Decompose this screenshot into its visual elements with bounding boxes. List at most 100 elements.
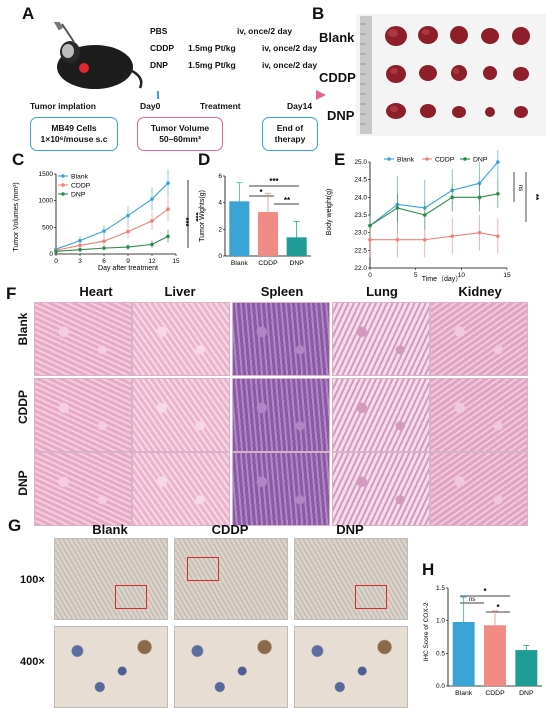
e-series-blank <box>369 161 499 227</box>
volume-box-line2: 50–60mm³ <box>159 134 201 144</box>
c-point-dnp-5 <box>166 234 170 239</box>
c-legend-cddp: CDDP <box>71 182 91 189</box>
histology-heart-dnp <box>34 452 132 526</box>
c-point-dnp-3 <box>126 245 130 249</box>
panel-a-label: A <box>22 4 35 23</box>
histology-kidney-blank <box>430 302 528 376</box>
panel-b-label: B <box>312 4 325 23</box>
e-xtick-2: 10 <box>458 272 466 279</box>
e-point-cddp-2 <box>423 237 427 242</box>
histology-lung-cddp <box>332 378 430 452</box>
timeline-day14: Day14 <box>287 101 313 111</box>
ihc-score-chart: IHC Score of COX-2 * ns * 0.0 0.5 1.0 1.5 Bl… <box>423 585 542 697</box>
d-ytick-1: 2 <box>218 226 222 233</box>
cells-box: MB49 Cells 1×10⁶/mouse s.c <box>30 117 118 151</box>
ihc-400x-cddp <box>174 626 288 708</box>
ihc-100x-dnp <box>294 538 408 620</box>
e-legend-cddp: CDDP <box>435 156 455 163</box>
h-sig1: * <box>483 587 487 596</box>
timeline-arrow <box>20 90 326 100</box>
timeline-treatment: Treatment <box>200 101 241 111</box>
histology-liver-dnp <box>132 452 230 526</box>
end-box-line1: End of <box>276 123 304 134</box>
c-point-cddp-5 <box>166 207 170 211</box>
e-xtick-3: 15 <box>503 272 511 279</box>
timeline-day0: Day0 <box>140 101 161 111</box>
c-point-dnp-1 <box>78 247 82 252</box>
e-point-cddp-4 <box>477 230 482 235</box>
g-col-blank: Blank <box>92 522 128 537</box>
e-legend-blank: Blank <box>397 156 415 163</box>
c-point-dnp-0 <box>54 249 58 254</box>
h-ylabel: IHC Score of COX-2 <box>423 602 430 661</box>
histology-lung-blank <box>332 302 430 376</box>
histology-lung-dnp <box>332 452 430 526</box>
f-col-heart: Heart <box>79 284 113 299</box>
tumor-mark <box>79 63 89 73</box>
e-ytick-5: 24.5 <box>354 177 367 184</box>
histology-spleen-dnp <box>232 452 330 526</box>
c-legend-blank: Blank <box>71 173 89 180</box>
c-point-blank-2 <box>102 229 106 233</box>
f-row-cddp: CDDP <box>16 390 30 425</box>
c-ytick-1: 500 <box>42 224 53 231</box>
ihc-100x-blank <box>54 538 168 620</box>
mouse-illustration <box>53 22 143 89</box>
h-sig-ns: ns <box>469 597 475 603</box>
c-legend-dnp: DNP <box>71 191 86 198</box>
c-xtick-0: 0 <box>54 258 58 265</box>
d-ytick-0: 0 <box>218 253 222 260</box>
panel-e-label: E <box>334 150 346 169</box>
panel-g-label: G <box>8 516 22 535</box>
c-point-dnp-4 <box>150 242 154 247</box>
c-xtick-2: 6 <box>102 258 106 265</box>
d-ytick-3: 6 <box>218 173 222 180</box>
f-col-spleen: Spleen <box>260 284 304 299</box>
c-point-cddp-1 <box>78 243 82 248</box>
histology-spleen-blank <box>232 302 330 376</box>
d-sig-mid: * <box>259 188 263 197</box>
e-point-cddp-3 <box>450 234 454 238</box>
tumor-photo <box>356 14 546 136</box>
d-bar-cddp <box>257 212 279 256</box>
c-point-blank-5 <box>166 181 170 185</box>
d-ylabel: Tumor Wights(g) <box>199 190 206 242</box>
c-ytick-3: 1500 <box>39 171 54 178</box>
tumor-weight-chart: Tumor Wights(g) *** * ** 0 2 4 6 Blank CDDP DN… <box>199 173 311 267</box>
c-ytick-0: 0 <box>49 251 53 258</box>
e-sig-stars: ** <box>531 194 540 201</box>
zoom-region-box <box>115 585 147 609</box>
h-bar-dnp <box>515 650 538 686</box>
e-sig-ns: ns <box>517 185 523 191</box>
e-point-dnp-0 <box>368 223 372 228</box>
c-sig-outer: *** <box>191 212 198 222</box>
end-box: End of therapy <box>262 117 318 151</box>
treatment-pbs-route: iv, once/2 day <box>237 26 293 36</box>
h-bar-blank <box>452 621 475 686</box>
h-ytick-0: 0.0 <box>436 683 445 690</box>
e-ytick-6: 25.0 <box>354 159 367 166</box>
c-ylabel: Tumor Volumes (mm³) <box>13 182 20 251</box>
c-point-blank-4 <box>150 197 154 201</box>
h-xtick-dnp: DNP <box>519 690 534 697</box>
c-series-cddp <box>55 208 169 251</box>
body-weight-chart: Body weight(g) Time（day） ns ** 22.0 22.5 2… <box>326 150 540 283</box>
f-col-kidney: Kidney <box>458 284 502 299</box>
e-xtick-1: 5 <box>414 272 418 279</box>
panel-c-label: C <box>12 150 25 169</box>
histology-heart-blank <box>34 302 132 376</box>
e-point-blank-4 <box>477 181 482 185</box>
h-ytick-1: 0.5 <box>436 650 445 657</box>
c-point-blank-1 <box>78 238 82 243</box>
e-point-dnp-2 <box>423 213 427 217</box>
e-ytick-2: 23.0 <box>354 230 367 237</box>
e-legend-dnp: DNP <box>473 156 488 163</box>
panel-d-label: D <box>198 150 211 169</box>
treatment-dnp-name: DNP <box>150 60 168 70</box>
c-series-dnp <box>55 235 169 252</box>
h-xtick-blank: Blank <box>455 690 473 697</box>
e-point-cddp-5 <box>496 234 500 238</box>
e-ytick-1: 22.5 <box>354 247 367 254</box>
c-point-blank-3 <box>126 213 130 218</box>
treatment-dnp-dose: 1.5mg Pt/kg <box>188 60 236 70</box>
